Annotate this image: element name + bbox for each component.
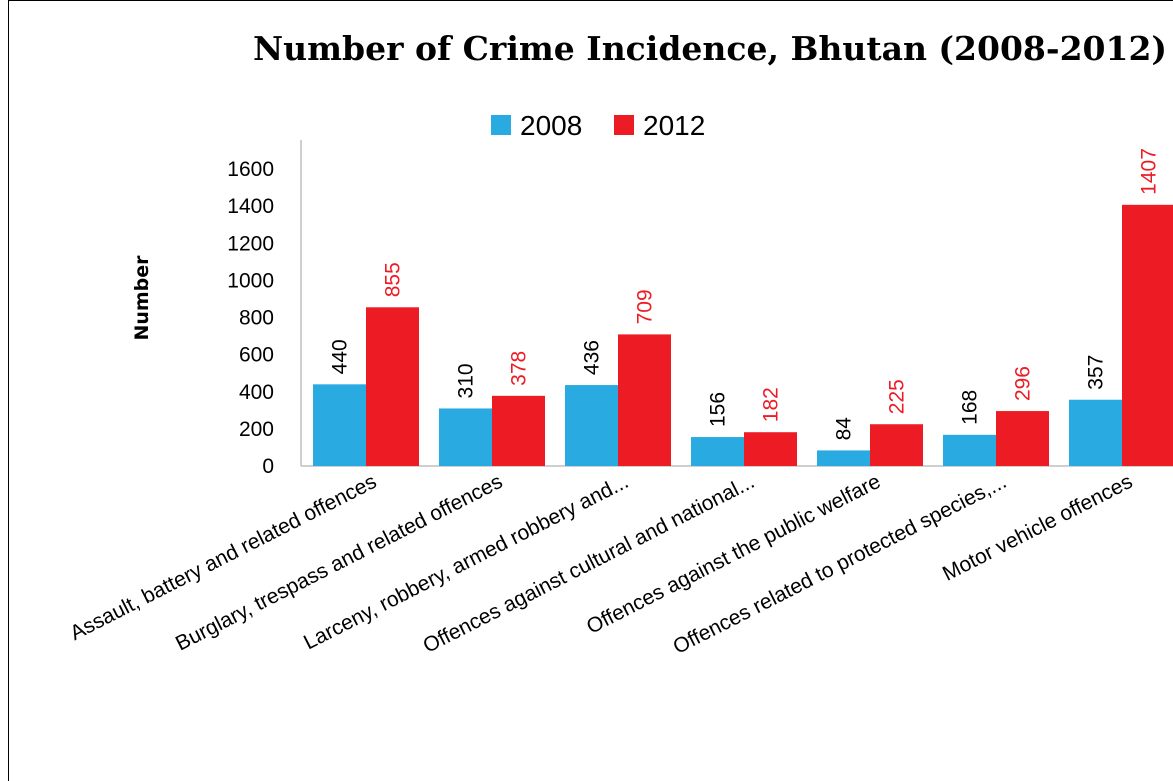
legend-label-2012: 2012 — [643, 110, 705, 141]
legend-swatch-2012 — [614, 115, 634, 135]
chart-title: Number of Crime Incidence, Bhutan (2008-… — [253, 29, 1167, 68]
value-label-2012-0: 855 — [382, 262, 405, 297]
bar-2008-4 — [817, 450, 870, 466]
chart-frame — [8, 0, 1173, 781]
value-label-2012-6: 1407 — [1138, 148, 1161, 195]
bar-group — [313, 204, 1173, 466]
bar-2008-5 — [943, 434, 996, 466]
bar-2012-2 — [618, 334, 671, 466]
y-tick-label: 1000 — [227, 269, 274, 292]
y-tick-label: 400 — [239, 381, 274, 404]
bar-2012-0 — [366, 307, 419, 466]
legend-label-2008: 2008 — [520, 110, 582, 141]
y-axis-ticks: 0 200 400 600 800 1000 1200 1400 1600 — [227, 158, 274, 478]
y-tick-label: 1400 — [227, 195, 274, 218]
bar-2012-3 — [744, 432, 797, 466]
value-label-2008-3: 156 — [707, 392, 730, 427]
bar-2008-0 — [313, 384, 366, 466]
value-label-2008-5: 168 — [959, 390, 982, 425]
value-label-2008-2: 436 — [581, 340, 604, 375]
bar-2012-5 — [996, 411, 1049, 466]
value-label-2012-3: 182 — [760, 387, 783, 422]
bar-2008-2 — [565, 385, 618, 466]
value-label-2008-6: 357 — [1085, 355, 1108, 390]
value-label-2008-0: 440 — [329, 339, 352, 374]
bar-2008-6 — [1069, 399, 1122, 466]
y-tick-label: 1200 — [227, 232, 274, 255]
bar-2012-4 — [870, 424, 923, 466]
value-label-2008-4: 84 — [833, 417, 856, 441]
y-tick-label: 600 — [239, 344, 274, 367]
x-axis-labels: Assault, battery and related offencesBur… — [66, 470, 1136, 659]
value-label-2012-5: 296 — [1012, 366, 1035, 401]
y-tick-label: 1600 — [227, 158, 274, 181]
y-tick-label: 200 — [239, 418, 274, 441]
chart-canvas: Number of Crime Incidence, Bhutan (2008-… — [66, 29, 1173, 659]
y-tick-label: 800 — [239, 307, 274, 330]
bar-2012-6 — [1122, 204, 1173, 466]
y-tick-label: 0 — [262, 455, 274, 478]
value-label-2012-1: 378 — [508, 351, 531, 386]
value-label-2012-2: 709 — [634, 289, 657, 324]
value-label-2008-1: 310 — [455, 363, 478, 398]
value-label-2012-4: 225 — [886, 379, 909, 414]
chart-legend: 2008 2012 — [491, 110, 705, 141]
bar-2012-1 — [492, 395, 545, 466]
bar-2008-3 — [691, 437, 744, 466]
bar-2008-1 — [439, 408, 492, 466]
value-labels: 440 855 310 378 436 709 156 182 84 225 168 296 357 14… — [329, 148, 1161, 440]
legend-swatch-2008 — [491, 115, 511, 135]
y-axis-label: Number — [131, 255, 153, 341]
